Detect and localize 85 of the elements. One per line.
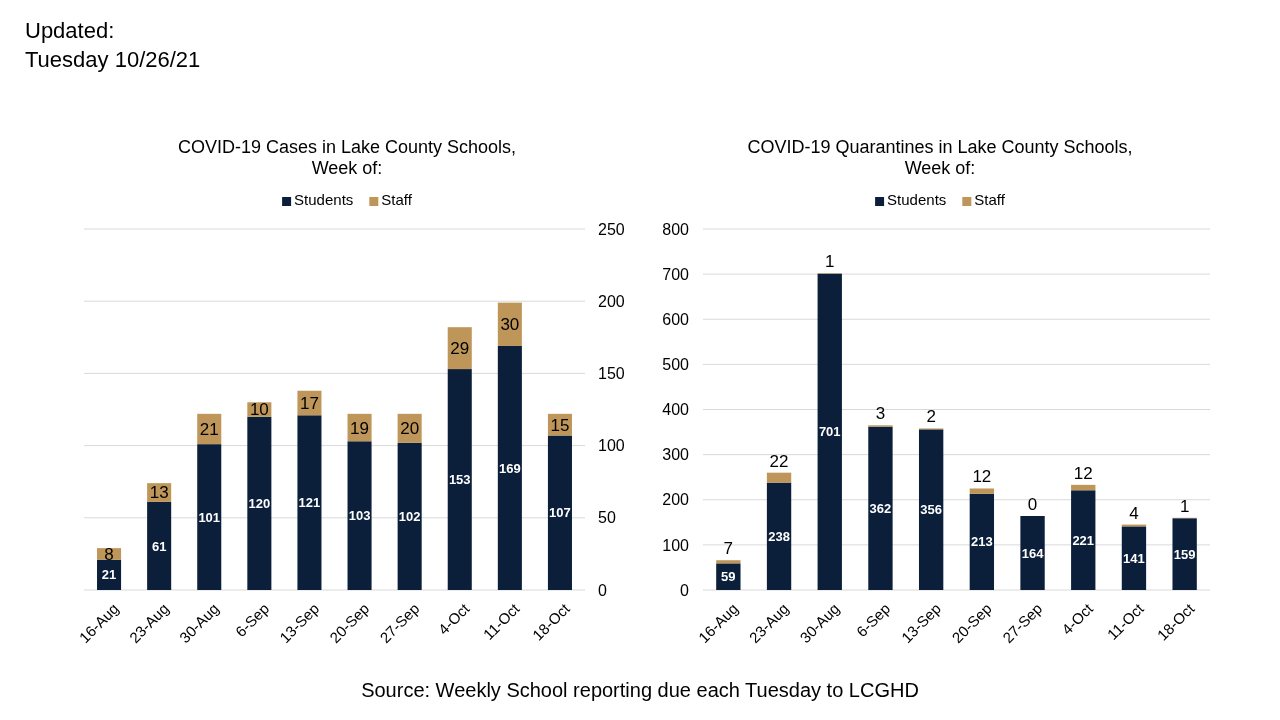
y-tick-label: 200: [662, 491, 690, 509]
bar: [766, 472, 792, 483]
data-label: 10: [249, 400, 269, 420]
data-label: 121: [298, 495, 321, 511]
data-label: 59: [721, 569, 736, 585]
data-label: 356: [920, 502, 942, 518]
bar: [1020, 516, 1045, 590]
bar: [868, 426, 893, 590]
bar: [147, 501, 172, 590]
bar: [969, 493, 995, 590]
y2-tick-label: 150: [598, 365, 625, 383]
data-label: 0: [1027, 494, 1038, 514]
data-label: 107: [549, 505, 571, 521]
data-label: 21: [199, 419, 219, 439]
data-label: 101: [198, 509, 221, 525]
y-tick-label: 600: [662, 310, 690, 328]
y2-tick-label: 100: [598, 437, 625, 455]
data-label: 169: [499, 460, 521, 476]
bar: [1071, 490, 1096, 590]
bar: [969, 488, 995, 494]
data-label: 13: [149, 483, 169, 503]
bar: [766, 482, 792, 590]
data-label: 19: [350, 418, 370, 438]
data-label: 153: [448, 472, 471, 488]
bar: [297, 415, 322, 590]
y-tick-label: 300: [662, 446, 690, 464]
legend-label: Staff: [381, 191, 413, 208]
legend-label: Students: [887, 191, 947, 208]
data-label: 164: [1021, 545, 1045, 561]
data-label: 159: [1173, 546, 1196, 562]
bar: [716, 560, 741, 564]
y-tick-label: 400: [662, 401, 690, 419]
source-note: Source: Weekly School reporting due each Tuesday to LCGHD: [361, 679, 919, 701]
data-label: 120: [248, 495, 271, 511]
bar: [817, 273, 842, 590]
y-tick-label: 100: [662, 536, 690, 554]
y2-tick-label: 50: [598, 509, 616, 527]
data-label: 4: [1129, 503, 1139, 523]
text: Updated: Tuesday 10/26/21: [25, 18, 201, 72]
data-label: 141: [1123, 550, 1145, 566]
data-label: 12: [1073, 463, 1093, 483]
bar: [1071, 484, 1096, 491]
bar: [547, 435, 572, 590]
legend-label: Students: [294, 191, 354, 208]
data-label: 12: [972, 467, 992, 487]
data-label: 701: [818, 424, 841, 440]
data-label: 362: [869, 500, 892, 516]
data-label: 221: [1072, 532, 1095, 548]
bar: [447, 369, 472, 590]
bar: [918, 429, 944, 590]
data-label: 15: [550, 415, 570, 435]
y-tick-label: 700: [662, 265, 690, 283]
data-label: 29: [450, 339, 470, 359]
data-label: 1: [825, 252, 835, 272]
y-tick-label: 800: [662, 220, 690, 238]
data-label: 238: [768, 528, 790, 544]
data-label: 7: [723, 539, 734, 559]
chart-title: COVID-19 Cases in Lake County Schools, Week of:: [177, 137, 517, 178]
data-label: 213: [971, 534, 993, 550]
legend-label: Staff: [974, 191, 1006, 208]
data-label: 2: [926, 407, 936, 427]
data-label: 61: [151, 538, 167, 554]
bar: [247, 416, 272, 590]
data-label: 1: [1179, 496, 1190, 516]
bar: [497, 345, 522, 590]
bar: [1172, 518, 1197, 590]
y2-tick-label: 250: [598, 220, 625, 238]
data-label: 21: [101, 567, 117, 583]
bar: [397, 442, 422, 590]
data-label: 102: [398, 508, 421, 524]
data-label: 30: [500, 315, 520, 335]
chart-title: COVID-19 Quarantines in Lake County Schools, Week of:: [747, 137, 1133, 178]
bar: [1121, 526, 1147, 590]
data-label: 8: [104, 544, 114, 564]
y-tick-label: 0: [680, 581, 690, 599]
data-label: 22: [769, 451, 789, 471]
data-label: 20: [400, 419, 420, 439]
data-label: 3: [875, 404, 886, 424]
y2-tick-label: 200: [598, 292, 625, 310]
data-label: 17: [299, 393, 319, 413]
y2-tick-label: 0: [598, 581, 607, 599]
data-label: 103: [348, 508, 371, 524]
y-tick-label: 500: [662, 355, 690, 373]
bar: [197, 444, 222, 590]
bar: [347, 441, 372, 590]
